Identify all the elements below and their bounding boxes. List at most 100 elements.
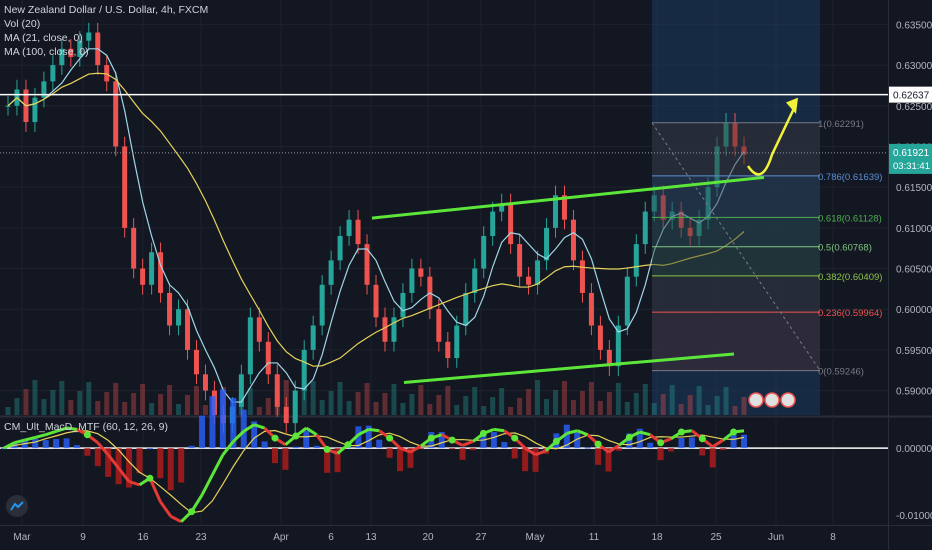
candle-body: [454, 325, 460, 359]
candle-body: [579, 260, 585, 293]
macd-line-segment: [128, 480, 140, 487]
x-tick-label: Apr: [273, 532, 289, 543]
macd-histogram-bar: [470, 448, 477, 451]
candle-body: [41, 81, 47, 98]
candle-body: [445, 341, 451, 359]
candle-body: [535, 260, 541, 285]
macd-histogram-bar: [511, 448, 518, 459]
candle-body: [705, 187, 711, 220]
resistance-price-tag: [889, 86, 932, 103]
symbol-title: New Zealand Dollar / U.S. Dollar, 4h, FX…: [4, 4, 209, 16]
volume-bar: [328, 391, 334, 415]
macd-histogram-bar: [1, 448, 7, 450]
macd-histogram-bar: [21, 440, 28, 449]
fib-level-label: 1(0.62291): [818, 119, 864, 130]
macd-line-segment: [253, 423, 266, 430]
macd-line-segment: [159, 500, 172, 518]
event-icon: [780, 392, 796, 408]
candle-body: [193, 349, 199, 375]
volume-bar: [660, 394, 666, 415]
candle-body: [553, 195, 559, 228]
candle-body: [678, 211, 684, 228]
ma100-legend: MA (100, close, 0): [4, 46, 89, 58]
macd-histogram-bar: [678, 438, 685, 449]
macd-line-segment: [66, 426, 78, 431]
candle-body: [660, 195, 666, 220]
volume-bar: [615, 383, 621, 415]
macd-histogram-bar: [146, 448, 153, 450]
macd-histogram-bar: [636, 428, 643, 449]
macd-histogram-bar: [136, 448, 143, 474]
macd-histogram-bar: [365, 425, 372, 449]
macd-line-segment: [14, 438, 26, 445]
macd-histogram-bar: [397, 448, 404, 472]
event-icon: [748, 392, 764, 408]
macd-cross-dot: [344, 441, 352, 449]
macd-y-tick-label: -0.01000: [896, 511, 932, 522]
macd-histogram-bar: [324, 448, 331, 473]
macd-histogram-bar: [720, 448, 727, 451]
macd-histogram-bar: [386, 448, 393, 458]
volume-bar: [508, 407, 514, 415]
candle-body: [606, 349, 612, 367]
candle-body: [714, 146, 720, 188]
volume-bar: [373, 402, 379, 415]
candle-body: [355, 219, 361, 245]
candle-body: [158, 252, 164, 293]
macd-histogram-bar: [522, 448, 529, 472]
volume-bar: [499, 388, 505, 415]
volume-bar: [705, 405, 711, 415]
fib-zone: [652, 275, 820, 313]
fib-zone: [652, 217, 820, 247]
macd-histogram-bar: [605, 448, 612, 472]
macd-histogram-bar: [84, 448, 91, 456]
volume-bar: [463, 396, 469, 415]
volume-bar: [570, 400, 576, 415]
y-tick-label: 0.63000: [896, 61, 932, 72]
macd-line-segment: [45, 429, 57, 437]
tradingview-logo-icon[interactable]: [6, 495, 28, 517]
candle-body: [597, 325, 603, 350]
volume-bar: [283, 380, 289, 415]
volume-bar: [131, 393, 137, 415]
macd-histogram-bar: [709, 448, 716, 468]
macd-line-segment: [200, 474, 214, 496]
candle-body: [283, 406, 289, 424]
channel-upper-line: [371, 175, 765, 220]
fib-level-label: 0.786(0.61639): [818, 172, 882, 183]
x-tick-label: 6: [328, 532, 334, 543]
volume-bar: [481, 406, 487, 415]
volume-bar: [140, 384, 146, 415]
volume-bar: [149, 403, 155, 415]
macd-histogram-bar: [105, 448, 112, 477]
macd-line-segment: [607, 444, 620, 454]
macd-histogram-bar: [282, 448, 289, 470]
volume-bar: [310, 381, 316, 415]
fib-level-label: 0.5(0.60768): [818, 243, 872, 254]
y-tick-label: 0.63500: [896, 20, 932, 31]
macd-cross-dot: [511, 434, 519, 442]
macd-histogram-bar: [303, 430, 310, 449]
event-icon: [764, 392, 780, 408]
fib-level-label: 0.382(0.60409): [818, 272, 882, 283]
macd-histogram-bar: [199, 415, 206, 449]
volume-bar: [167, 385, 173, 415]
volume-bar: [185, 395, 191, 415]
candle-body: [436, 309, 442, 342]
macd-histogram-bar: [376, 439, 383, 449]
candle-body: [391, 317, 397, 342]
volume-bar: [176, 404, 182, 415]
candle-body: [732, 122, 738, 147]
ma21-line: [7, 48, 745, 403]
volume-bar: [5, 407, 11, 415]
macd-line-segment: [576, 429, 589, 437]
macd-cross-dot: [271, 434, 279, 442]
ma100-line: [7, 72, 745, 367]
macd-cross-dot: [594, 440, 602, 448]
macd-histogram-bar: [668, 448, 675, 452]
volume-bar: [292, 399, 298, 415]
candle-body: [490, 211, 496, 236]
x-tick-label: 11: [589, 532, 600, 543]
current-price-tag: [889, 143, 932, 174]
